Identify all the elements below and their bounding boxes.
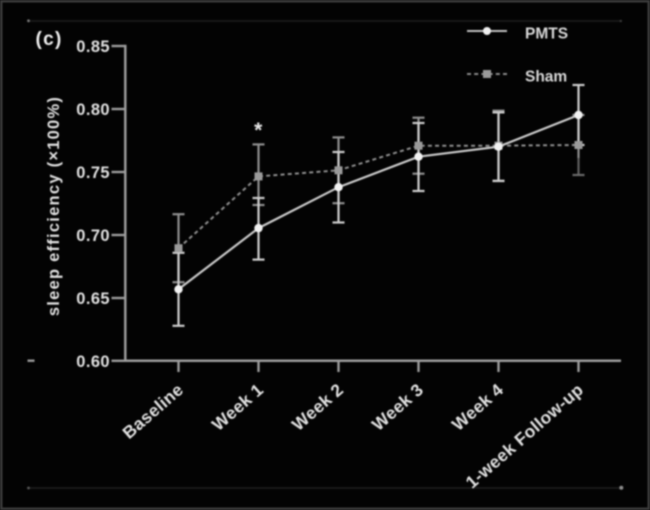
svg-text:0.75: 0.75: [76, 164, 110, 182]
svg-text:*: *: [254, 119, 263, 142]
svg-text:sleep efficiency (×100%): sleep efficiency (×100%): [45, 96, 63, 316]
svg-text:PMTS: PMTS: [525, 26, 568, 43]
svg-text:0.60: 0.60: [76, 353, 110, 371]
svg-text:0.65: 0.65: [76, 290, 110, 308]
svg-text:(c): (c): [36, 29, 63, 50]
svg-text:0.85: 0.85: [76, 38, 110, 56]
svg-text:0.70: 0.70: [76, 227, 110, 245]
svg-text:Sham: Sham: [525, 69, 567, 86]
svg-text:0.80: 0.80: [76, 101, 110, 119]
